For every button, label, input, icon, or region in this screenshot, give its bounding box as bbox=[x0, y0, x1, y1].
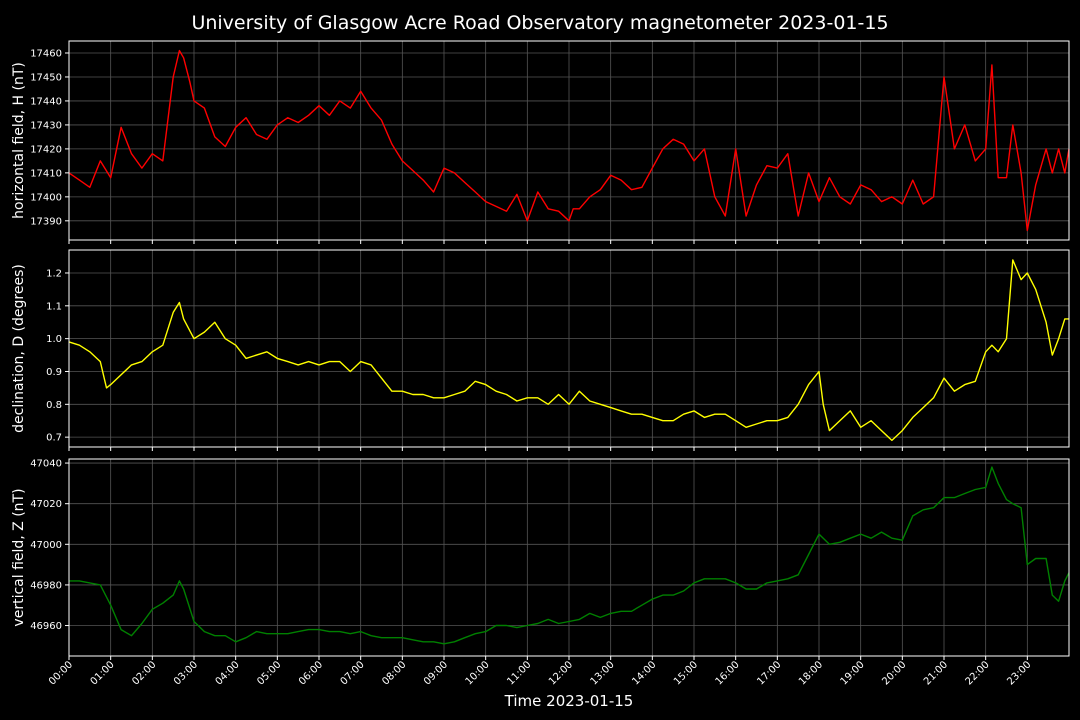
series-line-h bbox=[68, 49, 1070, 232]
y-tick-label: 0.7 bbox=[46, 433, 62, 444]
panel-frame bbox=[68, 458, 1070, 657]
y-tick-label: 46980 bbox=[30, 580, 62, 591]
y-tick-label: 0.8 bbox=[46, 400, 62, 411]
y-tick-label: 46960 bbox=[30, 621, 62, 632]
y-axis-label-h: horizontal field, H (nT) bbox=[11, 62, 27, 219]
y-tick-label: 0.9 bbox=[46, 367, 62, 378]
y-tick-label: 47020 bbox=[30, 499, 62, 510]
chart-title: University of Glasgow Acre Road Observat… bbox=[191, 12, 888, 34]
y-tick-label: 47040 bbox=[30, 459, 62, 470]
panel-h: 17390 17400 17410 17420 17430 17440 17450 17460… bbox=[11, 40, 1070, 244]
panel-frame bbox=[68, 249, 1070, 448]
y-tick-label: 47000 bbox=[30, 540, 62, 551]
y-tick-label: 17440 bbox=[30, 96, 62, 107]
series-line-z bbox=[69, 466, 1070, 645]
y-tick-label: 17390 bbox=[30, 216, 62, 227]
y-tick-label: 1.0 bbox=[46, 334, 62, 345]
y-tick-label: 1.1 bbox=[46, 301, 62, 312]
y-tick-label: 17400 bbox=[30, 192, 62, 203]
panel-z: 46960 46980 47000 47020 47040 vertical field,… bbox=[11, 458, 1070, 660]
y-axis-label-d: declination, D (degrees) bbox=[11, 264, 27, 433]
panel-d: 0.7 0.8 0.9 1.0 1.1 1.2 declination, D (degree… bbox=[11, 249, 1070, 451]
x-axis-label: Time 2023-01-15 bbox=[504, 692, 634, 710]
panel-frame bbox=[68, 40, 1070, 241]
y-tick-label: 1.2 bbox=[46, 268, 62, 279]
y-axis-label-z: vertical field, Z (nT) bbox=[11, 488, 27, 626]
y-tick-label: 17450 bbox=[30, 72, 62, 83]
y-tick-label: 17430 bbox=[30, 120, 62, 131]
panels: 17390 17400 17410 17420 17430 17440 17450 17460… bbox=[11, 40, 1070, 660]
y-tick-label: 17460 bbox=[30, 48, 62, 59]
y-tick-label: 17410 bbox=[30, 168, 62, 179]
y-tick-label: 17420 bbox=[30, 144, 62, 155]
series-line-d bbox=[68, 259, 1069, 442]
